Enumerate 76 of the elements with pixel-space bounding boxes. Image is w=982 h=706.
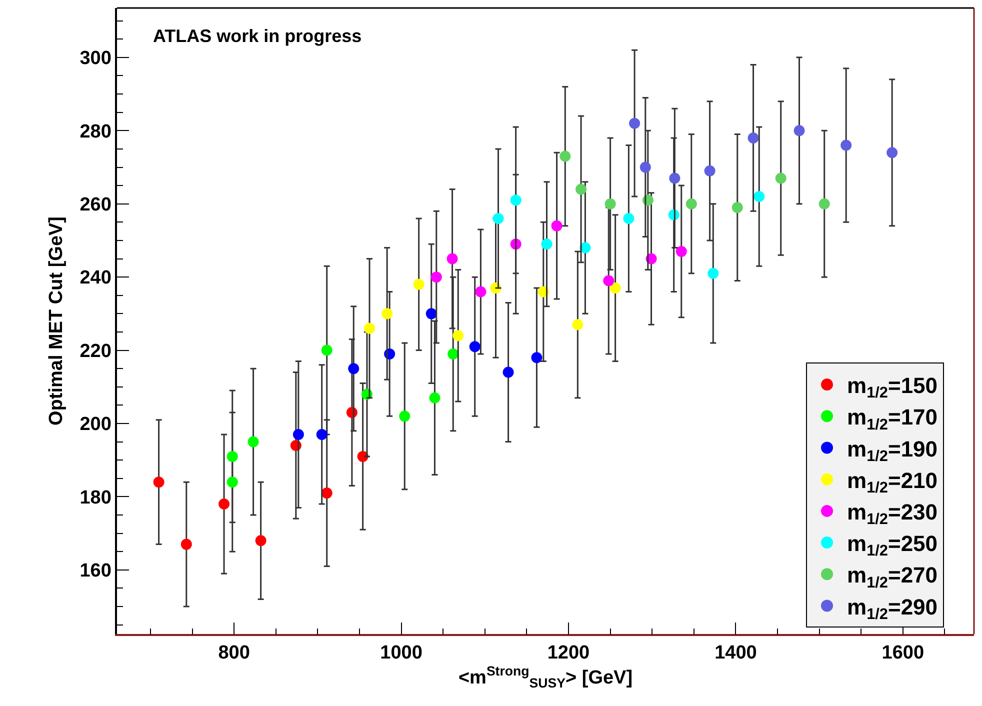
x-tick-label: 800	[218, 642, 250, 664]
legend-label: m$_{1/2}$=230	[847, 500, 938, 528]
point	[452, 330, 464, 342]
point	[572, 319, 584, 330]
legend-label: m$_{1/2}$=290	[847, 594, 938, 623]
legend-label: m$_{1/2}$=250	[847, 531, 938, 560]
point	[541, 238, 552, 250]
point	[754, 191, 765, 202]
y-tick-label: 220	[80, 340, 112, 362]
point	[382, 308, 393, 320]
y-tick-label: 180	[80, 487, 112, 508]
point	[321, 488, 332, 499]
point	[623, 213, 634, 224]
point	[348, 363, 360, 374]
y-tick-label: 200	[80, 414, 112, 436]
point	[629, 118, 640, 129]
point	[429, 392, 440, 404]
point	[531, 352, 542, 364]
y-tick-label: 160	[80, 560, 112, 582]
point	[475, 286, 486, 298]
point	[794, 125, 805, 136]
point	[446, 253, 458, 264]
legend-label: m$_{1/2}$=210	[847, 468, 938, 497]
x-tick-label: 1400	[714, 642, 757, 664]
point	[364, 322, 375, 334]
y-tick-label: 280	[80, 121, 112, 142]
point	[704, 165, 716, 176]
x-tick-label: 1600	[882, 642, 924, 664]
x-tick-label: 1200	[547, 642, 590, 664]
point	[502, 366, 514, 378]
legend-label: m$_{1/2}$=150	[847, 373, 938, 402]
point	[321, 344, 332, 356]
point	[551, 220, 562, 232]
point	[492, 213, 504, 224]
point	[316, 428, 328, 440]
point	[708, 268, 719, 279]
point	[292, 428, 304, 440]
legend-label: m$_{1/2}$=190	[847, 436, 938, 465]
y-axis-title: Optimal MET Cut [GeV]	[46, 216, 68, 426]
point	[469, 341, 480, 352]
point	[603, 275, 614, 286]
y-tick-label: 240	[80, 268, 112, 289]
point	[686, 198, 697, 210]
point	[248, 436, 259, 448]
x-tick-label: 1000	[380, 642, 422, 664]
point	[748, 132, 759, 144]
point	[640, 162, 651, 173]
y-tick-label: 260	[80, 194, 112, 216]
point	[226, 476, 238, 488]
annotation: ATLAS work in progress	[153, 26, 362, 46]
point	[886, 147, 898, 158]
point	[448, 348, 459, 360]
point	[840, 140, 852, 151]
point	[576, 184, 587, 195]
point	[218, 498, 230, 510]
point	[255, 535, 266, 546]
point	[510, 194, 522, 206]
x-axis-title: <m$^{Strong}$$_{SUSY}$> [GeV]	[458, 664, 633, 691]
point	[818, 198, 830, 210]
point	[775, 172, 786, 184]
legend-label: m$_{1/2}$=270	[847, 562, 938, 592]
point	[604, 198, 616, 210]
point	[226, 450, 238, 462]
point	[413, 278, 424, 290]
point	[399, 410, 410, 422]
point	[180, 538, 192, 550]
legend-label: m$_{1/2}$=170	[847, 404, 938, 434]
point	[669, 172, 680, 184]
point	[153, 476, 164, 488]
y-tick-label: 300	[80, 48, 112, 70]
point	[560, 150, 571, 162]
point	[426, 308, 437, 320]
point	[732, 202, 743, 214]
point	[430, 272, 442, 283]
point	[676, 246, 687, 257]
point	[610, 282, 621, 294]
